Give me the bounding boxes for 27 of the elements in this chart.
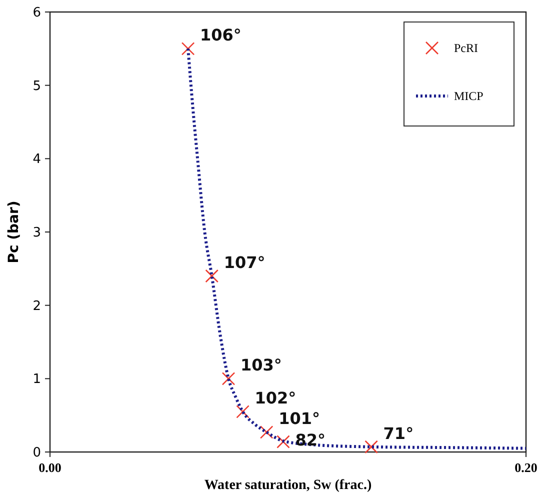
annotation: 102° [254,388,296,408]
annotation: 82° [295,430,326,450]
x-axis-title: Water saturation, Sw (frac.) [204,478,372,493]
point [364,440,378,454]
annotation: 106° [200,26,242,45]
annotation: 71° [383,424,414,443]
point [181,42,195,56]
point [236,405,250,418]
point [276,435,290,448]
annotation: 107° [224,253,266,272]
point [260,426,274,439]
legend-label: PcRI [454,41,478,56]
y-tick-label: 2 [32,298,41,314]
y-tick-label: 3 [32,226,41,241]
x-tick-label: 0.00 [38,460,62,475]
y-tick-label: 0 [32,446,41,461]
annotation: 101° [278,409,320,428]
y-tick-label: 1 [32,372,41,388]
legend-label: MICP [454,89,484,104]
annotation: 103° [240,356,282,375]
point [205,269,218,283]
y-tick-label: 6 [32,6,41,21]
x-tick-label: 0.20 [514,460,538,475]
y-tick-label: 5 [32,78,41,94]
point [222,372,236,386]
y-tick-label: 4 [32,152,41,168]
y-axis-title: Pc (bar) [6,200,22,264]
